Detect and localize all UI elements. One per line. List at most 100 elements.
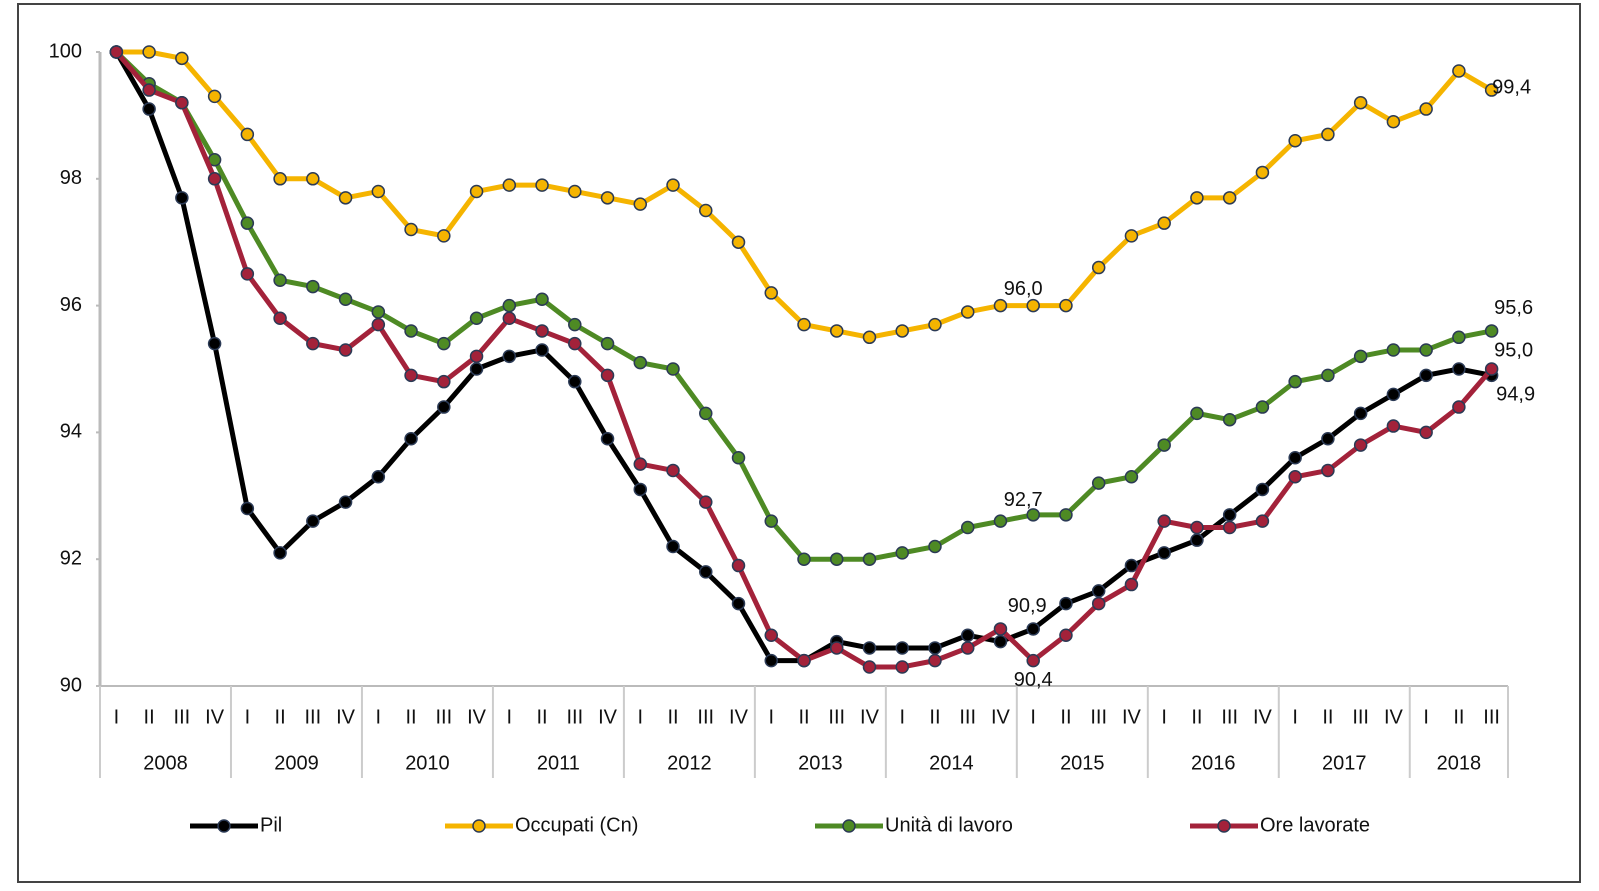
x-tick-label: IV: [598, 706, 618, 728]
point-marker: [764, 286, 779, 300]
point-marker: [568, 317, 582, 332]
point-marker: [862, 330, 877, 345]
x-tick-label: III: [697, 706, 714, 728]
point-marker: [1222, 520, 1237, 535]
y-tick-label: 100: [49, 40, 82, 62]
point-marker: [699, 495, 713, 509]
y-tick-label: 92: [60, 547, 82, 569]
point-marker: [207, 89, 222, 104]
point-marker: [1321, 463, 1335, 478]
x-tick-label: IV: [1384, 706, 1404, 728]
legend-marker: [1217, 819, 1231, 833]
point-marker: [273, 172, 287, 186]
point-marker: [1452, 362, 1466, 376]
point-marker: [1353, 406, 1368, 421]
point-marker: [207, 336, 222, 351]
x-tick-label: III: [174, 706, 191, 728]
x-tick-label: II: [1191, 706, 1202, 728]
x-tick-label: IV: [467, 706, 487, 728]
point-marker: [502, 349, 517, 364]
point-marker: [371, 317, 386, 332]
point-marker: [240, 216, 255, 230]
point-marker: [600, 368, 615, 383]
point-marker: [175, 191, 189, 205]
point-marker: [633, 197, 648, 211]
point-marker: [1222, 508, 1237, 522]
point-marker: [1190, 533, 1204, 547]
point-marker: [404, 324, 418, 338]
point-marker: [109, 45, 124, 59]
legend-label: Pil: [260, 814, 282, 836]
point-marker: [633, 457, 648, 471]
x-tick-label: I: [507, 706, 513, 728]
point-marker: [1190, 191, 1204, 205]
x-tick-label: IV: [205, 706, 225, 728]
point-marker: [1353, 95, 1368, 110]
point-marker: [1255, 400, 1270, 414]
point-marker: [993, 634, 1008, 649]
point-marker: [469, 184, 484, 199]
point-marker: [568, 184, 582, 199]
point-marker: [535, 292, 549, 307]
point-marker: [568, 374, 582, 389]
x-tick-label: I: [1292, 706, 1298, 728]
point-marker: [600, 431, 615, 446]
point-marker: [666, 362, 680, 376]
x-group-label: 2010: [405, 752, 450, 774]
point-marker: [1452, 330, 1466, 345]
point-marker: [928, 317, 942, 332]
point-marker: [240, 267, 255, 281]
point-marker: [1386, 419, 1401, 433]
point-marker: [928, 653, 942, 668]
point-marker: [306, 279, 320, 294]
point-marker: [960, 628, 975, 643]
point-marker: [928, 539, 942, 554]
point-marker: [797, 317, 811, 332]
point-marker: [1353, 349, 1368, 364]
point-marker: [306, 336, 320, 351]
legend-label: Unità di lavoro: [885, 814, 1013, 836]
x-group-label: 2016: [1191, 752, 1236, 774]
legend-label: Occupati (Cn): [515, 814, 638, 836]
point-marker: [1222, 412, 1237, 427]
point-marker: [731, 451, 746, 465]
x-tick-label: I: [114, 706, 120, 728]
point-marker: [1091, 584, 1106, 598]
point-marker: [469, 362, 484, 376]
point-marker: [502, 178, 517, 192]
x-tick-label: IV: [729, 706, 749, 728]
value-label: 94,9: [1496, 384, 1535, 406]
point-marker: [437, 400, 451, 414]
point-marker: [1059, 298, 1073, 313]
point-marker: [1255, 514, 1270, 528]
point-marker: [862, 552, 877, 566]
point-marker: [960, 305, 975, 319]
x-tick-label: II: [929, 706, 940, 728]
x-group-label: 2018: [1437, 752, 1482, 774]
point-marker: [1353, 438, 1368, 452]
point-marker: [1288, 374, 1302, 389]
x-group-label: 2012: [667, 752, 712, 774]
point-marker: [960, 641, 975, 655]
point-marker: [1419, 343, 1433, 357]
value-label: 95,6: [1494, 297, 1533, 319]
point-marker: [535, 343, 549, 357]
point-marker: [1321, 368, 1335, 383]
x-tick-label: I: [1161, 706, 1167, 728]
x-tick-label: II: [144, 706, 155, 728]
point-marker: [1419, 102, 1433, 116]
point-marker: [404, 222, 418, 237]
x-tick-label: III: [959, 706, 976, 728]
point-marker: [699, 406, 713, 421]
x-tick-label: I: [1423, 706, 1429, 728]
point-marker: [1386, 114, 1401, 129]
point-marker: [437, 229, 451, 243]
x-tick-label: II: [1453, 706, 1464, 728]
point-marker: [502, 311, 517, 326]
point-marker: [731, 558, 746, 573]
point-marker: [1190, 406, 1204, 421]
point-marker: [469, 311, 484, 326]
point-marker: [600, 336, 615, 351]
value-label: 99,4: [1492, 76, 1531, 98]
point-marker: [1091, 260, 1106, 275]
